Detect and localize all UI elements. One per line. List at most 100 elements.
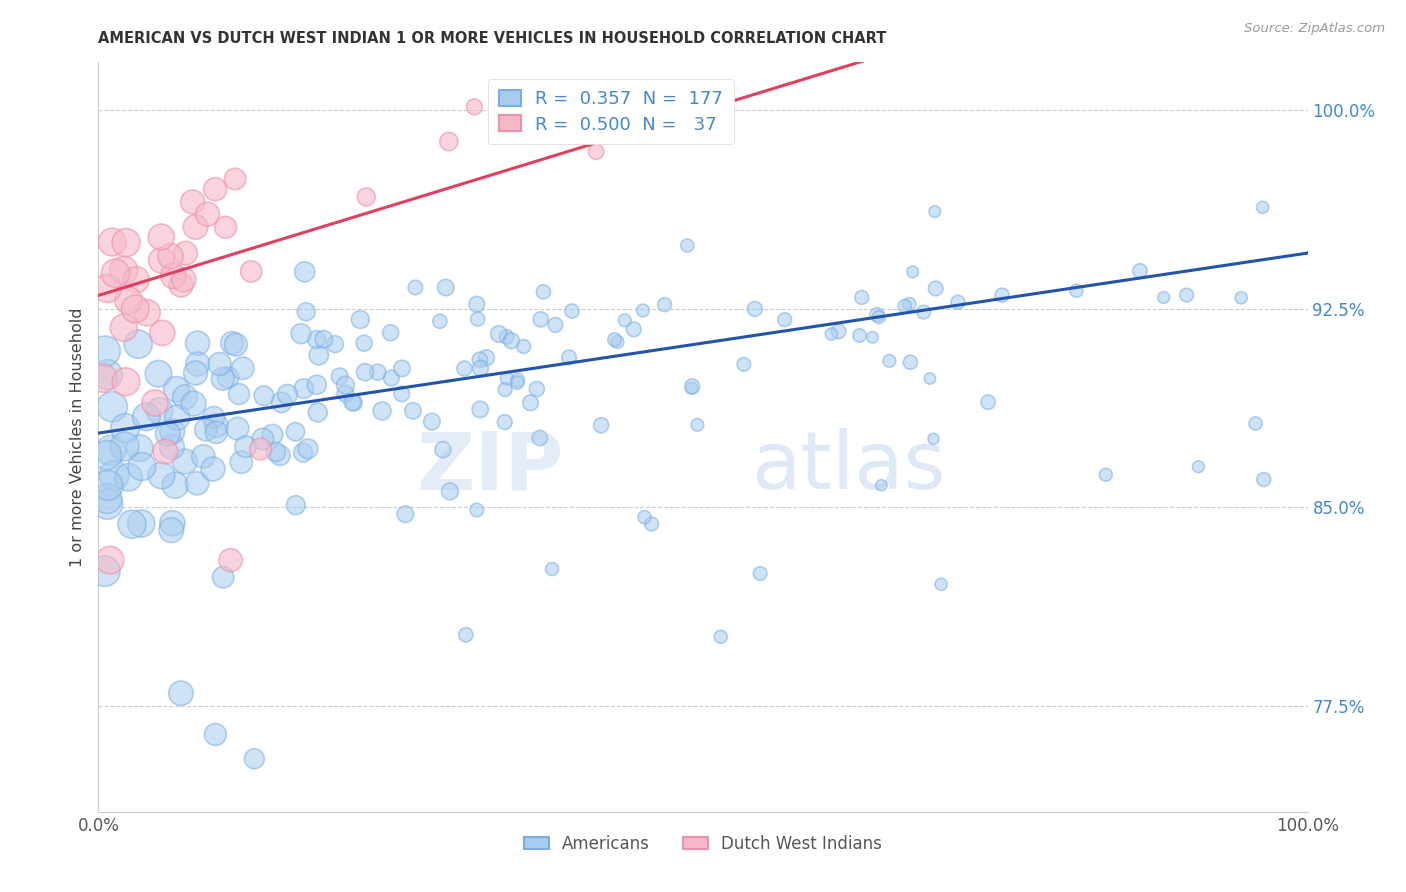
Point xyxy=(173,454,195,468)
Point xyxy=(1187,459,1209,474)
Point xyxy=(437,135,460,149)
Point xyxy=(94,344,117,359)
Point xyxy=(591,418,613,433)
Point xyxy=(150,468,173,483)
Point xyxy=(323,337,346,351)
Point xyxy=(232,361,254,376)
Point xyxy=(202,410,225,425)
Point xyxy=(94,564,117,578)
Point xyxy=(494,383,516,397)
Point xyxy=(681,381,703,395)
Point xyxy=(96,491,118,506)
Point xyxy=(115,235,138,250)
Point xyxy=(977,395,1000,409)
Point xyxy=(284,498,307,512)
Point xyxy=(439,484,461,499)
Point xyxy=(870,478,893,492)
Point xyxy=(585,145,607,159)
Point xyxy=(681,379,703,393)
Point xyxy=(101,400,124,414)
Point xyxy=(253,389,276,403)
Point xyxy=(506,373,529,387)
Point xyxy=(631,303,654,318)
Text: Source: ZipAtlas.com: Source: ZipAtlas.com xyxy=(1244,22,1385,36)
Point xyxy=(918,371,941,385)
Point xyxy=(710,630,733,644)
Point xyxy=(603,333,626,347)
Point xyxy=(453,361,475,376)
Point xyxy=(187,357,209,371)
Point xyxy=(533,285,555,299)
Point xyxy=(270,395,292,409)
Point xyxy=(380,371,402,385)
Point xyxy=(117,470,139,484)
Point xyxy=(150,230,173,244)
Point xyxy=(432,442,454,457)
Point xyxy=(349,312,371,326)
Point xyxy=(893,299,915,313)
Point xyxy=(342,395,364,409)
Point xyxy=(475,351,498,365)
Y-axis label: 1 or more Vehicles in Household: 1 or more Vehicles in Household xyxy=(69,308,84,566)
Point xyxy=(228,387,250,401)
Text: AMERICAN VS DUTCH WEST INDIAN 1 OR MORE VEHICLES IN HOUSEHOLD CORRELATION CHART: AMERICAN VS DUTCH WEST INDIAN 1 OR MORE … xyxy=(98,31,887,46)
Point xyxy=(991,288,1014,302)
Text: atlas: atlas xyxy=(751,428,945,506)
Point xyxy=(454,628,477,642)
Point xyxy=(541,562,564,576)
Point xyxy=(820,326,842,341)
Point xyxy=(463,100,485,114)
Point xyxy=(225,337,247,351)
Point xyxy=(465,503,488,517)
Point xyxy=(128,441,150,455)
Point xyxy=(613,313,636,327)
Point xyxy=(354,190,377,204)
Point xyxy=(1230,291,1253,305)
Point xyxy=(465,297,488,311)
Point xyxy=(284,425,307,439)
Point xyxy=(276,387,298,401)
Point xyxy=(946,295,969,310)
Point xyxy=(898,355,921,369)
Point xyxy=(827,325,849,339)
Point xyxy=(501,334,523,348)
Point xyxy=(96,368,118,382)
Point xyxy=(98,553,121,567)
Point xyxy=(640,516,662,531)
Point xyxy=(150,326,173,340)
Point xyxy=(249,442,271,456)
Point xyxy=(197,207,219,221)
Point xyxy=(193,450,215,464)
Point xyxy=(1244,417,1267,431)
Point xyxy=(561,304,583,318)
Point xyxy=(495,330,517,344)
Point xyxy=(112,263,135,277)
Point xyxy=(131,459,153,474)
Point xyxy=(290,326,312,341)
Point xyxy=(494,415,516,429)
Point xyxy=(1251,200,1274,214)
Point xyxy=(558,351,581,365)
Point xyxy=(773,312,796,326)
Point xyxy=(170,277,193,292)
Point xyxy=(925,281,948,295)
Point xyxy=(467,312,489,326)
Point xyxy=(240,264,263,278)
Point xyxy=(208,357,231,371)
Point xyxy=(262,427,284,442)
Point xyxy=(217,370,239,384)
Point xyxy=(226,421,249,435)
Point xyxy=(150,253,173,268)
Point xyxy=(162,516,184,531)
Point xyxy=(224,172,246,186)
Point xyxy=(862,330,884,344)
Point xyxy=(506,376,529,390)
Point xyxy=(114,421,136,435)
Point xyxy=(205,418,228,433)
Point xyxy=(1175,288,1198,302)
Point xyxy=(143,396,166,410)
Point xyxy=(204,727,226,741)
Point xyxy=(97,478,120,492)
Point xyxy=(165,478,187,492)
Point xyxy=(367,365,389,379)
